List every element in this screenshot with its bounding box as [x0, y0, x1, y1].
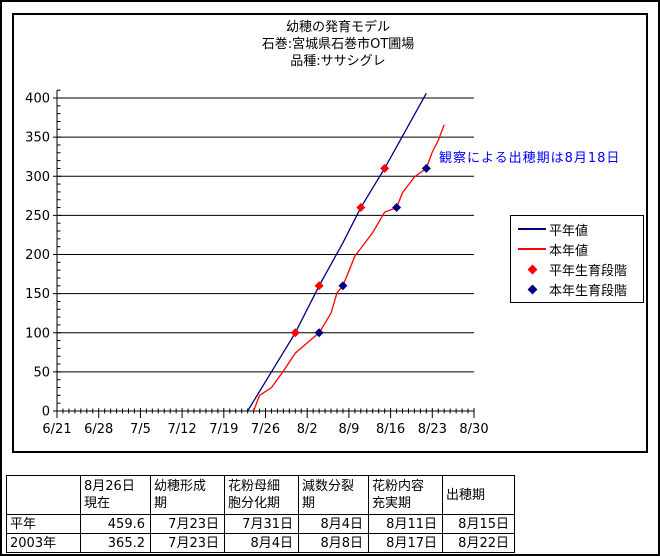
legend-item-label: 本年値 — [549, 243, 589, 259]
legend-diamond-icon — [517, 284, 547, 294]
data-cell: 365.2 — [80, 533, 151, 553]
line-sample — [518, 228, 546, 230]
data-cell: 8月17日 — [368, 533, 443, 553]
header-cell: 花粉内容 充実期 — [368, 475, 443, 515]
legend-line-swatch — [517, 228, 547, 230]
legend-item-label: 本年生育段階 — [549, 283, 628, 299]
legend-line-swatch — [517, 248, 547, 250]
legend-item: 本年生育段階 — [517, 279, 643, 299]
legend-diamond-icon — [517, 264, 547, 274]
marker-本年生育段階 — [314, 328, 324, 338]
x-tick-label: 7/26 — [251, 422, 280, 437]
y-tick-label: 300 — [25, 170, 50, 185]
marker-平年生育段階 — [314, 281, 324, 291]
x-tick-label: 8/23 — [418, 422, 447, 437]
x-tick-label: 6/28 — [84, 422, 113, 437]
x-tick-label: 8/2 — [297, 422, 318, 437]
stage-table: 8月26日 現在 幼穂形成 期花粉母細 胞分化期 減数分裂 期花粉内容 充実期 出穂期… — [6, 475, 515, 553]
chart-object: 幼穂の発育モデル 石巻:宮城県石巻市OT圃場 品種:ササシグレ 6/21 6/28… — [12, 13, 648, 453]
marker-平年生育段階 — [356, 203, 366, 213]
header-cell: 出穂期 — [442, 475, 515, 515]
data-cell: 7月23日 — [150, 514, 225, 534]
y-tick-label: 400 — [25, 92, 50, 107]
chart-title-line: 幼穂の発育モデル — [285, 20, 390, 35]
y-tick-labels: 0 50 100 150 200 250 300 350 400 — [25, 92, 50, 420]
y-tick-label: 350 — [25, 131, 50, 146]
y-tick-label: 200 — [25, 248, 50, 263]
x-tick-label: 7/5 — [130, 422, 151, 437]
data-cell: 7月31日 — [224, 514, 299, 534]
series-lines — [247, 92, 445, 412]
x-tick-label: 7/12 — [167, 422, 196, 437]
header-cell — [6, 475, 81, 515]
x-tick-label: 7/19 — [209, 422, 238, 437]
x-tick-label: 8/30 — [459, 422, 488, 437]
marker-本年生育段階 — [392, 203, 402, 213]
data-cell: 8月15日 — [442, 514, 515, 534]
data-cell: 459.6 — [80, 514, 151, 534]
header-cell: 減数分裂 期 — [298, 475, 369, 515]
chart-subtitle-variety: 品種:ササシグレ — [290, 54, 386, 69]
y-tick-label: 100 — [25, 326, 50, 341]
x-tick-label: 6/21 — [42, 422, 71, 437]
legend-item-label: 平年値 — [549, 223, 589, 239]
header-cell: 花粉母細 胞分化期 — [224, 475, 299, 515]
diamond-sample — [527, 264, 537, 274]
table-header-row: 8月26日 現在 幼穂形成 期花粉母細 胞分化期 減数分裂 期花粉内容 充実期 出穂期 — [6, 475, 515, 515]
y-tick-label: 0 — [42, 405, 50, 420]
table-row: 2003年 365.2 7月23日 8月4日 8月8日 8月17日 8月22日 — [6, 533, 515, 553]
line-sample — [518, 248, 546, 250]
data-cell: 8月22日 — [442, 533, 515, 553]
header-cell: 幼穂形成 期 — [150, 475, 225, 515]
marker-本年生育段階 — [421, 163, 431, 173]
axis-ticks — [53, 89, 475, 418]
chart-subtitle-location: 石巻:宮城県石巻市OT圃場 — [261, 37, 415, 52]
legend-item-label: 平年生育段階 — [549, 263, 628, 279]
marker-本年生育段階 — [338, 281, 348, 291]
x-tick-label: 8/16 — [376, 422, 405, 437]
series-line-本年値 — [252, 124, 445, 412]
row-label-cell: 平年 — [6, 514, 81, 534]
data-cell: 8月11日 — [368, 514, 443, 534]
marker-平年生育段階 — [290, 328, 300, 338]
y-tick-label: 150 — [25, 287, 50, 302]
axes — [56, 90, 474, 412]
chart-title: 幼穂の発育モデル 石巻:宮城県石巻市OT圃場 品種:ササシグレ — [14, 19, 646, 70]
marker-平年生育段階 — [380, 163, 390, 173]
y-tick-label: 250 — [25, 209, 50, 224]
data-cell: 8月4日 — [298, 514, 369, 534]
legend-item: 平年値 — [517, 219, 643, 239]
y-gridlines — [57, 97, 474, 373]
growth-stage-table: 8月26日 現在 幼穂形成 期花粉母細 胞分化期 減数分裂 期花粉内容 充実期 出穂期… — [6, 475, 515, 553]
data-cell: 8月8日 — [298, 533, 369, 553]
legend-item: 平年生育段階 — [517, 259, 643, 279]
data-cell: 7月23日 — [150, 533, 225, 553]
row-label-cell: 2003年 — [6, 533, 81, 553]
table-row: 平年 459.6 7月23日 7月31日 8月4日 8月11日 8月15日 — [6, 514, 515, 534]
x-tick-label: 8/9 — [338, 422, 359, 437]
annotation-observed-heading-date: 観察による出穂期は8月18日 — [439, 151, 621, 166]
chart-legend: 平年値本年値平年生育段階 本年生育段階 — [510, 215, 644, 303]
series-line-平年値 — [247, 92, 427, 412]
header-cell: 8月26日 現在 — [80, 475, 151, 515]
y-tick-label: 50 — [33, 365, 50, 380]
plot-svg: 6/21 6/28 7/5 7/12 7/19 7/26 8/2 8/9 8/16 8/23 8/3… — [25, 89, 489, 437]
series-markers — [290, 163, 431, 338]
data-cell: 8月4日 — [224, 533, 299, 553]
diamond-sample — [527, 284, 537, 294]
x-tick-labels: 6/21 6/28 7/5 7/12 7/19 7/26 8/2 8/9 8/16 8/23 8/3… — [42, 422, 488, 437]
legend-item: 本年値 — [517, 239, 643, 259]
